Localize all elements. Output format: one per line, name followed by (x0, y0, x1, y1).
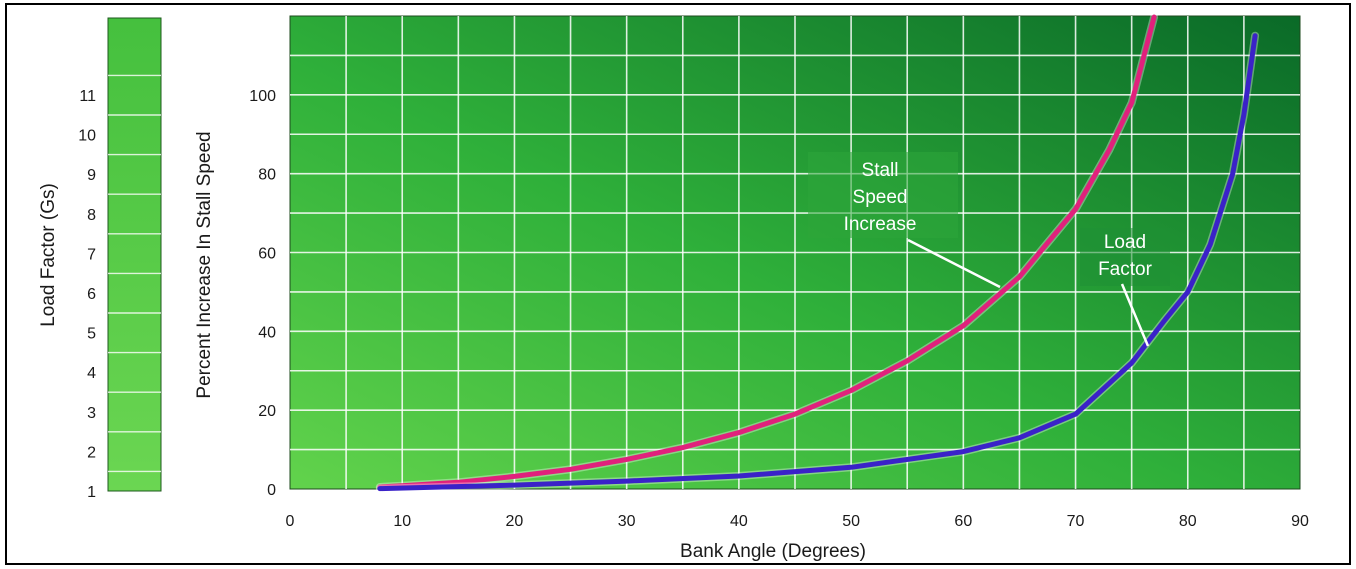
x-tick-label: 20 (506, 513, 524, 530)
stall-annotation-leader (907, 238, 1001, 289)
x-tick-label: 40 (730, 513, 748, 530)
x-tick-label: 70 (1067, 513, 1085, 530)
load-factor-bar (107, 17, 162, 492)
x-axis-title: Bank Angle (Degrees) (680, 541, 866, 562)
annotation-stall-line-1: Stall (862, 160, 899, 181)
outer-frame (5, 3, 1351, 565)
stall-speed-annotation: Stall Speed Increase (808, 152, 1001, 289)
y-tick-label: 0 (267, 482, 276, 499)
y-axis-title: Percent Increase In Stall Speed (194, 131, 215, 398)
annotation-load-line-2: Factor (1098, 259, 1153, 280)
x-tick-label: 80 (1179, 513, 1197, 530)
load-factor-tick-label: 5 (87, 326, 96, 343)
load-factor-tick-label: 8 (87, 207, 96, 224)
load-factor-axis-title: Load Factor (Gs) (38, 183, 59, 327)
x-axis-tick-labels: 0 10 20 30 40 50 60 70 80 90 (286, 513, 1309, 530)
annotation-load-line-1: Load (1104, 232, 1146, 253)
load-factor-annotation: Load Factor (1080, 228, 1170, 347)
y-axis-tick-labels: 0 20 40 60 80 100 (249, 88, 276, 499)
x-tick-label: 30 (618, 513, 636, 530)
load-factor-tick-label: 7 (87, 246, 96, 263)
load-factor-tick-label: 2 (87, 444, 96, 461)
y-tick-label: 40 (258, 324, 276, 341)
stall-speed-increase-line (377, 14, 1157, 490)
load-factor-tick-label: 9 (87, 167, 96, 184)
y-tick-label: 100 (249, 88, 276, 105)
x-tick-label: 90 (1291, 513, 1309, 530)
y-tick-label: 20 (258, 403, 276, 420)
load-factor-tick-label: 4 (87, 365, 96, 382)
x-tick-label: 50 (842, 513, 860, 530)
load-factor-tick-label: 11 (79, 88, 96, 105)
load-factor-tick-label: 3 (87, 405, 96, 422)
x-tick-label: 60 (954, 513, 972, 530)
load-factor-line (377, 33, 1258, 492)
y-tick-label: 80 (258, 167, 276, 184)
x-tick-label: 0 (286, 513, 295, 530)
y-tick-label: 60 (258, 246, 276, 263)
load-factor-tick-label: 10 (78, 128, 96, 145)
annotation-stall-line-3: Increase (844, 214, 917, 235)
annotation-stall-line-2: Speed (853, 187, 908, 208)
grid-lines (290, 16, 1300, 489)
x-tick-label: 10 (393, 513, 411, 530)
load-factor-tick-label: 1 (87, 484, 96, 501)
load-factor-tick-labels: 1 2 3 4 5 6 7 8 9 10 11 (78, 88, 96, 501)
load-factor-bar-grid (108, 74, 161, 473)
load-annotation-leader (1120, 283, 1150, 347)
load-factor-tick-label: 6 (87, 286, 96, 303)
